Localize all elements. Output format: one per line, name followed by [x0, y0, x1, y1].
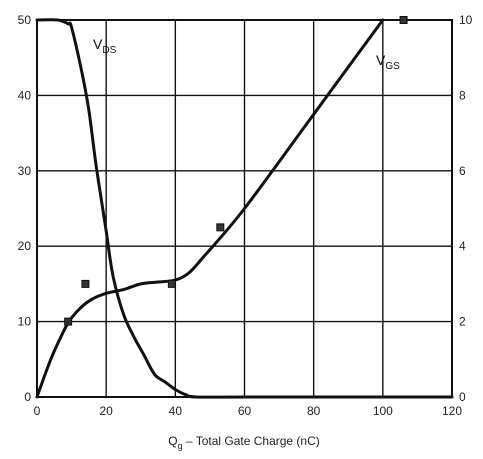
vds-curve: [35, 18, 454, 399]
x-tick-label: 40: [169, 404, 183, 418]
x-tick-label: 80: [307, 404, 321, 418]
vds-series-label: VDS: [93, 36, 117, 56]
y-right-tick-label: 2: [459, 315, 466, 329]
data-marker: [167, 279, 176, 288]
y-left-tick-label: 30: [18, 164, 32, 178]
x-axis-title-q: Q: [168, 434, 177, 448]
vgs-label-sub: GS: [385, 61, 400, 72]
data-markers: [64, 16, 408, 326]
vds-label-sub: DS: [102, 45, 116, 56]
x-tick-label: 20: [99, 404, 113, 418]
vds-label-main: V: [93, 36, 103, 52]
y-left-tick-label: 40: [18, 88, 32, 102]
x-tick-label: 60: [238, 404, 252, 418]
y-right-tick-label: 0: [459, 390, 466, 404]
x-axis-title-sub: g: [178, 441, 183, 451]
x-tick-label: 0: [34, 404, 41, 418]
vgs-series-label: VGS: [376, 52, 400, 72]
data-marker: [64, 317, 73, 326]
y-right-tick-label: 8: [459, 88, 466, 102]
x-tick-label: 100: [373, 404, 393, 418]
data-marker: [81, 279, 90, 288]
data-marker: [399, 16, 408, 24]
y-left-tick-label: 50: [18, 13, 32, 27]
x-axis-title-rest: – Total Gate Charge (nC): [183, 434, 320, 448]
vgs-curve: [35, 18, 385, 399]
y-right-tick-label: 10: [459, 13, 473, 27]
y-left-tick-label: 0: [24, 390, 31, 404]
y-left-tick-label: 20: [18, 239, 32, 253]
data-marker: [216, 223, 225, 232]
vgs-label-main: V: [376, 52, 386, 68]
y-right-tick-label: 4: [459, 239, 466, 253]
y-right-tick-label: 6: [459, 164, 466, 178]
x-axis-title: Qg – Total Gate Charge (nC): [168, 434, 320, 451]
y-left-tick-label: 10: [18, 315, 32, 329]
x-tick-label: 120: [442, 404, 462, 418]
